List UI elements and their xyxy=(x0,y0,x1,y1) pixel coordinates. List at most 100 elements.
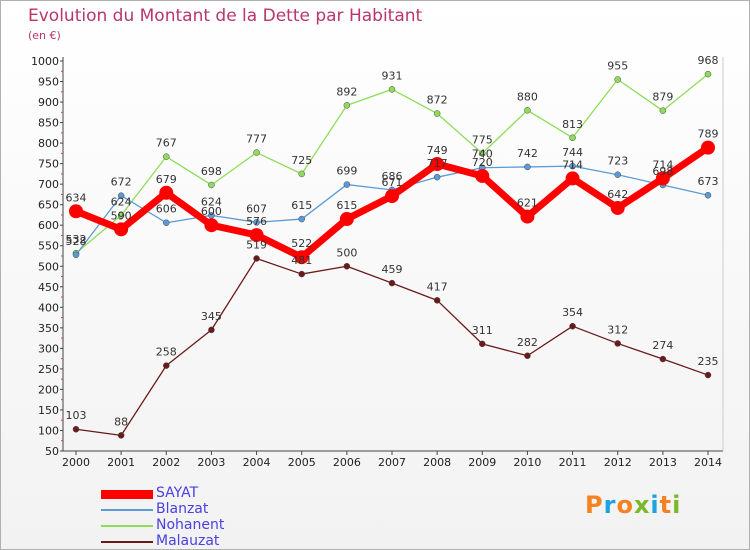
data-point xyxy=(343,181,351,188)
x-tick-label: 2013 xyxy=(649,456,677,469)
data-label: 699 xyxy=(336,165,357,178)
data-label: 725 xyxy=(291,154,312,167)
data-label: 672 xyxy=(111,176,132,189)
data-label: 742 xyxy=(517,147,538,160)
axes: 50 100 150 200 250 300 350 400 450 500 550 600 650 70… xyxy=(31,55,724,469)
data-point xyxy=(569,134,576,142)
data-point xyxy=(117,432,125,439)
data-point xyxy=(479,150,486,157)
data-label: 720 xyxy=(472,156,493,169)
data-point xyxy=(433,110,441,117)
data-point xyxy=(343,102,351,109)
y-tick-label: 600 xyxy=(38,219,59,232)
x-tick-label: 2007 xyxy=(378,456,406,469)
data-label: 576 xyxy=(246,215,267,228)
x-tick-label: 2000 xyxy=(62,456,90,469)
data-point xyxy=(298,215,305,223)
data-label: 606 xyxy=(156,203,177,216)
data-point xyxy=(430,157,445,172)
data-label: 258 xyxy=(156,346,177,359)
data-label: 679 xyxy=(156,173,177,186)
x-tick-label: 2001 xyxy=(107,456,135,469)
legend-swatch xyxy=(101,541,153,543)
y-tick-label: 700 xyxy=(38,178,59,191)
y-tick-label: 200 xyxy=(38,383,59,396)
logo-letter: i xyxy=(672,491,682,519)
data-point xyxy=(475,168,490,183)
data-label: 698 xyxy=(201,165,222,178)
data-label: 522 xyxy=(291,237,312,250)
y-tick-label: 100 xyxy=(38,424,59,437)
data-point xyxy=(659,355,667,363)
x-tick-label: 2006 xyxy=(333,456,361,469)
data-label: 624 xyxy=(111,195,132,208)
data-point xyxy=(704,371,712,379)
data-point xyxy=(208,326,215,334)
legend-label: Nohanent xyxy=(156,517,225,533)
x-tick-label: 2010 xyxy=(513,456,541,469)
logo-letter: x xyxy=(633,491,651,519)
data-point xyxy=(659,107,667,114)
data-point xyxy=(704,70,712,78)
data-label: 600 xyxy=(201,205,222,218)
data-point xyxy=(610,200,625,215)
data-label: 642 xyxy=(607,188,628,201)
x-tick-label: 2003 xyxy=(197,456,225,469)
x-tick-label: 2014 xyxy=(694,456,722,469)
data-label: 354 xyxy=(562,306,583,319)
data-label: 345 xyxy=(201,310,222,323)
data-label: 615 xyxy=(336,199,357,212)
data-point xyxy=(614,76,621,83)
data-point xyxy=(343,263,351,270)
data-point xyxy=(163,219,170,226)
y-tick-label: 50 xyxy=(45,445,59,458)
data-point xyxy=(388,86,396,93)
data-label: 417 xyxy=(427,280,448,293)
data-point xyxy=(163,153,170,160)
data-label: 686 xyxy=(382,170,403,183)
x-tick-label: 2004 xyxy=(243,456,271,469)
logo-letter: r xyxy=(603,491,617,519)
y-tick-label: 450 xyxy=(38,281,59,294)
data-label: 312 xyxy=(607,323,628,336)
series-layer xyxy=(69,70,715,439)
data-label: 955 xyxy=(607,59,628,72)
proxiti-logo: Proxiti xyxy=(585,491,681,519)
data-label: 311 xyxy=(472,324,493,337)
y-tick-label: 1000 xyxy=(31,55,59,68)
data-point xyxy=(520,209,535,224)
legend-swatch xyxy=(101,525,153,527)
y-tick-label: 900 xyxy=(38,96,59,109)
legend-swatch xyxy=(101,509,153,511)
x-tick-label: 2012 xyxy=(604,456,632,469)
data-label: 740 xyxy=(472,148,493,161)
data-label: 274 xyxy=(652,339,673,352)
y-tick-label: 950 xyxy=(38,76,59,89)
y-tick-label: 850 xyxy=(38,117,59,130)
data-point xyxy=(565,171,580,186)
data-point xyxy=(159,185,174,200)
data-label: 532 xyxy=(66,233,87,246)
data-point xyxy=(701,140,715,155)
data-point xyxy=(294,250,309,265)
data-label: 968 xyxy=(698,54,719,67)
data-point xyxy=(298,170,305,178)
y-tick-label: 250 xyxy=(38,363,59,376)
data-point xyxy=(479,340,486,348)
data-label: 892 xyxy=(336,85,357,98)
data-label: 931 xyxy=(382,69,403,82)
data-point xyxy=(253,149,260,156)
data-label: 723 xyxy=(607,155,628,168)
logo-letter: o xyxy=(616,491,634,519)
logo-letter: i xyxy=(650,491,660,519)
y-tick-label: 650 xyxy=(38,199,59,212)
data-label: 777 xyxy=(246,133,267,146)
data-point xyxy=(388,279,396,287)
data-label: 714 xyxy=(562,158,583,171)
logo-letter: t xyxy=(659,491,673,519)
data-label: 671 xyxy=(382,176,403,189)
data-label: 813 xyxy=(562,118,583,131)
data-label: 624 xyxy=(201,195,222,208)
